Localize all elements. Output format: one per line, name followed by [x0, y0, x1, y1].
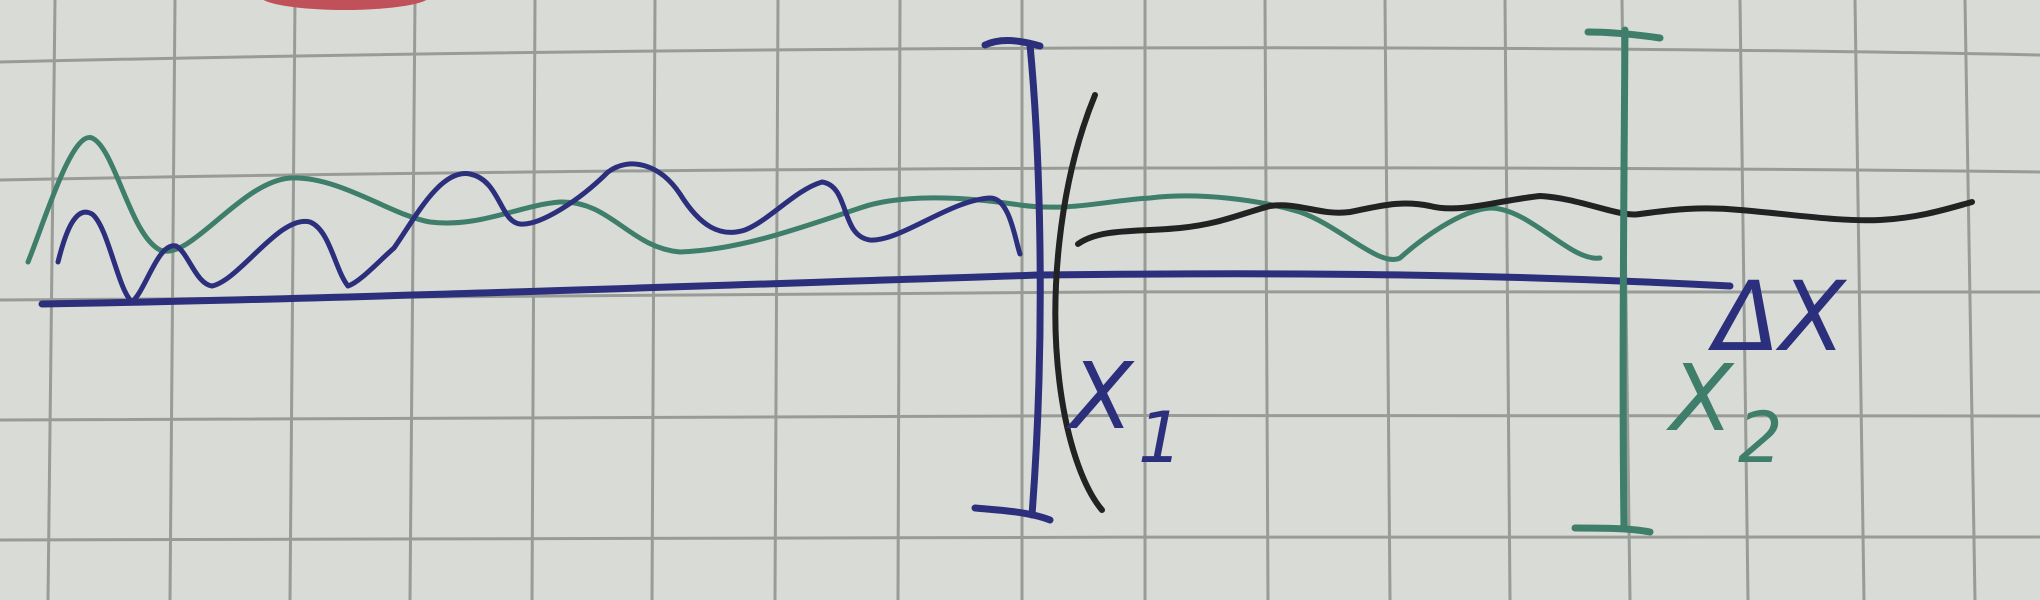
blue-curve [55, 161, 1023, 305]
blue-marker-x1-bottom-tick [971, 504, 1054, 524]
blue-marker-x1-top-tick [981, 37, 1044, 50]
green-marker-x2 [1571, 26, 1664, 536]
x2-subscript: 2 [1738, 397, 1783, 479]
x2-label: X [1666, 345, 1735, 452]
x1-label: X [1066, 343, 1135, 450]
blue-axis-line [38, 270, 1734, 308]
blue-marker-x1-stem [1026, 41, 1044, 519]
black-curve [1075, 193, 1975, 247]
green-marker-x2-stem [1619, 26, 1629, 532]
x1-subscript: 1 [1138, 397, 1183, 479]
blue-marker-x1 [971, 37, 1054, 524]
red-ink-mark [263, 0, 427, 10]
green-marker-x2-bottom-tick [1571, 524, 1654, 536]
black-vertical-arc [1052, 92, 1105, 513]
delta-x-label: ΔX [1707, 261, 1848, 373]
black-ink [1052, 92, 1975, 513]
grid-horizontal-lines [0, 46, 2040, 542]
green-marker-x2-top-tick [1584, 28, 1664, 42]
